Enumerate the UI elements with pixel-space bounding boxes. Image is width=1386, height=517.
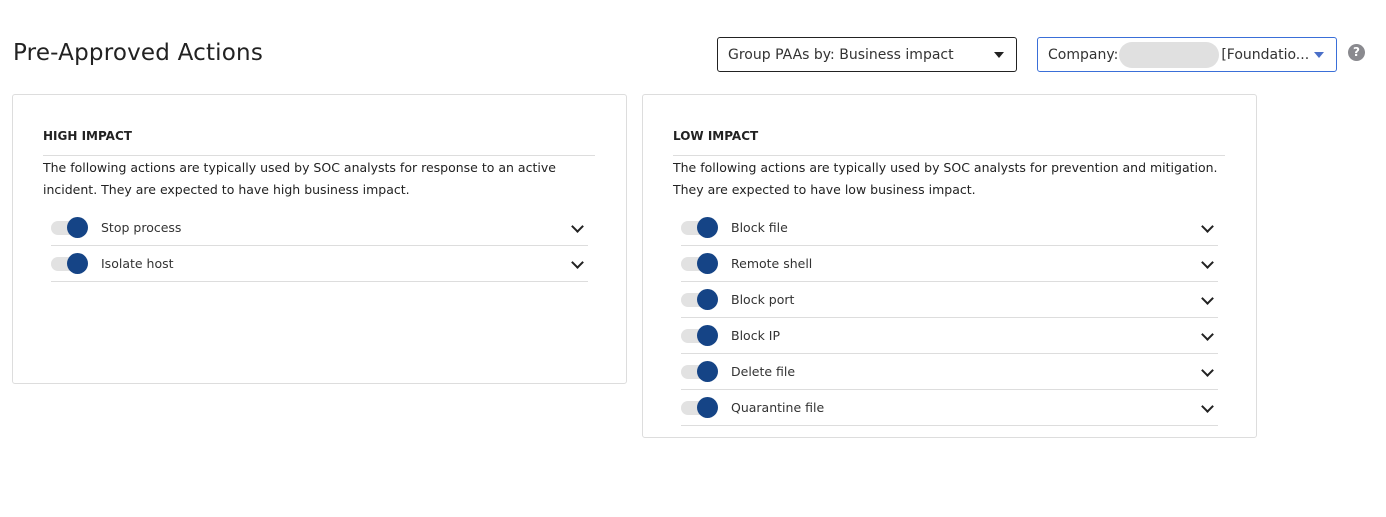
chevron-down-icon[interactable] — [571, 256, 584, 269]
help-icon[interactable]: ? — [1348, 44, 1365, 61]
action-row: Block file — [681, 210, 1218, 246]
action-toggle[interactable] — [681, 360, 718, 382]
chevron-down-icon[interactable] — [1201, 256, 1214, 269]
toggle-knob — [697, 324, 718, 346]
action-label: Block port — [731, 292, 795, 307]
redacted-company-name — [1119, 41, 1220, 68]
toggle-knob — [697, 288, 718, 310]
toggle-knob — [697, 216, 718, 238]
company-dropdown[interactable]: Company: [Foundatio... — [1037, 37, 1337, 72]
action-toggle[interactable] — [51, 216, 88, 238]
chevron-down-icon[interactable] — [1201, 364, 1214, 377]
action-toggle[interactable] — [681, 324, 718, 346]
action-row: Remote shell — [681, 246, 1218, 282]
chevron-down-icon[interactable] — [1201, 400, 1214, 413]
action-row: Block IP — [681, 318, 1218, 354]
action-toggle[interactable] — [681, 288, 718, 310]
chevron-down-icon[interactable] — [571, 220, 584, 233]
group-title: HIGH IMPACT — [43, 129, 595, 156]
action-label: Remote shell — [731, 256, 813, 271]
group-by-dropdown[interactable]: Group PAAs by: Business impact — [717, 37, 1017, 72]
action-label: Stop process — [101, 220, 182, 235]
caret-down-icon — [1314, 52, 1324, 58]
group-card-low-impact: LOW IMPACT The following actions are typ… — [642, 94, 1257, 438]
company-suffix: [Foundatio... — [1221, 46, 1310, 63]
action-row: Quarantine file — [681, 390, 1218, 426]
action-label: Isolate host — [101, 256, 174, 271]
action-toggle[interactable] — [681, 252, 718, 274]
toggle-knob — [697, 396, 718, 418]
action-list: Stop process Isolate host — [51, 210, 588, 282]
action-toggle[interactable] — [681, 396, 718, 418]
chevron-down-icon[interactable] — [1201, 220, 1214, 233]
action-list: Block file Remote shell Block port Block… — [681, 210, 1218, 426]
group-description: The following actions are typically used… — [673, 160, 1218, 197]
action-toggle[interactable] — [51, 252, 88, 274]
toggle-knob — [67, 216, 88, 238]
action-toggle[interactable] — [681, 216, 718, 238]
action-row: Delete file — [681, 354, 1218, 390]
chevron-down-icon[interactable] — [1201, 292, 1214, 305]
action-row: Isolate host — [51, 246, 588, 282]
toggle-knob — [67, 252, 88, 274]
action-label: Block IP — [731, 328, 781, 343]
group-card-high-impact: HIGH IMPACT The following actions are ty… — [12, 94, 627, 384]
group-title: LOW IMPACT — [673, 129, 1225, 156]
group-description: The following actions are typically used… — [43, 160, 556, 197]
action-label: Delete file — [731, 364, 796, 379]
action-label: Quarantine file — [731, 400, 825, 415]
toggle-knob — [697, 252, 718, 274]
action-label: Block file — [731, 220, 788, 235]
company-label: Company: — [1048, 46, 1119, 63]
action-row: Block port — [681, 282, 1218, 318]
action-row: Stop process — [51, 210, 588, 246]
toggle-knob — [697, 360, 718, 382]
caret-down-icon — [994, 52, 1004, 58]
page-title: Pre-Approved Actions — [13, 40, 264, 66]
chevron-down-icon[interactable] — [1201, 328, 1214, 341]
group-by-value: Group PAAs by: Business impact — [728, 46, 954, 63]
